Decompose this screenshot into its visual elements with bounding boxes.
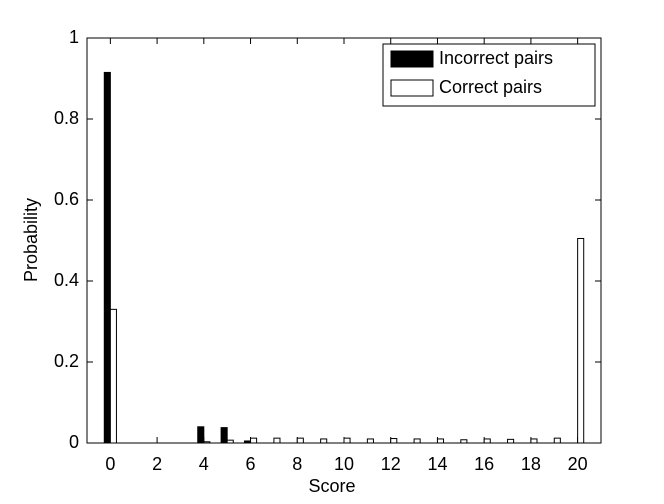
x-tick-label: 2 [152, 454, 162, 474]
x-tick-label: 4 [199, 454, 209, 474]
bar [460, 439, 468, 444]
bar [436, 438, 445, 444]
x-tick-label: 8 [292, 454, 302, 474]
bar [273, 437, 281, 444]
bar [413, 438, 421, 444]
y-tick-label: 0.2 [54, 351, 79, 371]
x-tick-label: 20 [568, 454, 588, 474]
x-tick-label: 10 [334, 454, 354, 474]
bar [226, 439, 234, 444]
y-tick-label: 1 [69, 27, 79, 47]
bar [390, 438, 398, 444]
bar [553, 437, 561, 444]
x-tick-label: 12 [381, 454, 401, 474]
x-axis-label: Score [308, 476, 355, 496]
bar [296, 437, 304, 444]
bar [343, 437, 351, 444]
y-tick-label: 0 [69, 432, 79, 452]
bar [320, 438, 328, 444]
bar [220, 427, 228, 444]
x-tick-label: 18 [521, 454, 541, 474]
y-axis-label: Probability [21, 198, 41, 282]
bar [577, 237, 585, 444]
bar [103, 71, 111, 444]
x-tick-label: 14 [427, 454, 447, 474]
legend-label: Incorrect pairs [439, 48, 553, 68]
bar [366, 438, 374, 444]
legend-swatch [390, 50, 434, 68]
y-tick-label: 0.4 [54, 270, 79, 290]
bar [203, 441, 211, 444]
x-tick-label: 0 [105, 454, 115, 474]
y-tick-label: 0.6 [54, 189, 79, 209]
bar [483, 438, 491, 444]
bar [197, 426, 205, 444]
x-tick-label: 6 [246, 454, 256, 474]
bar [250, 437, 258, 444]
legend-label: Correct pairs [439, 77, 542, 97]
bar [530, 438, 538, 444]
legend-swatch [390, 79, 434, 97]
bar [243, 440, 252, 444]
y-tick-label: 0.8 [54, 108, 79, 128]
bar [109, 308, 117, 444]
bar [507, 438, 515, 444]
x-tick-label: 16 [474, 454, 494, 474]
